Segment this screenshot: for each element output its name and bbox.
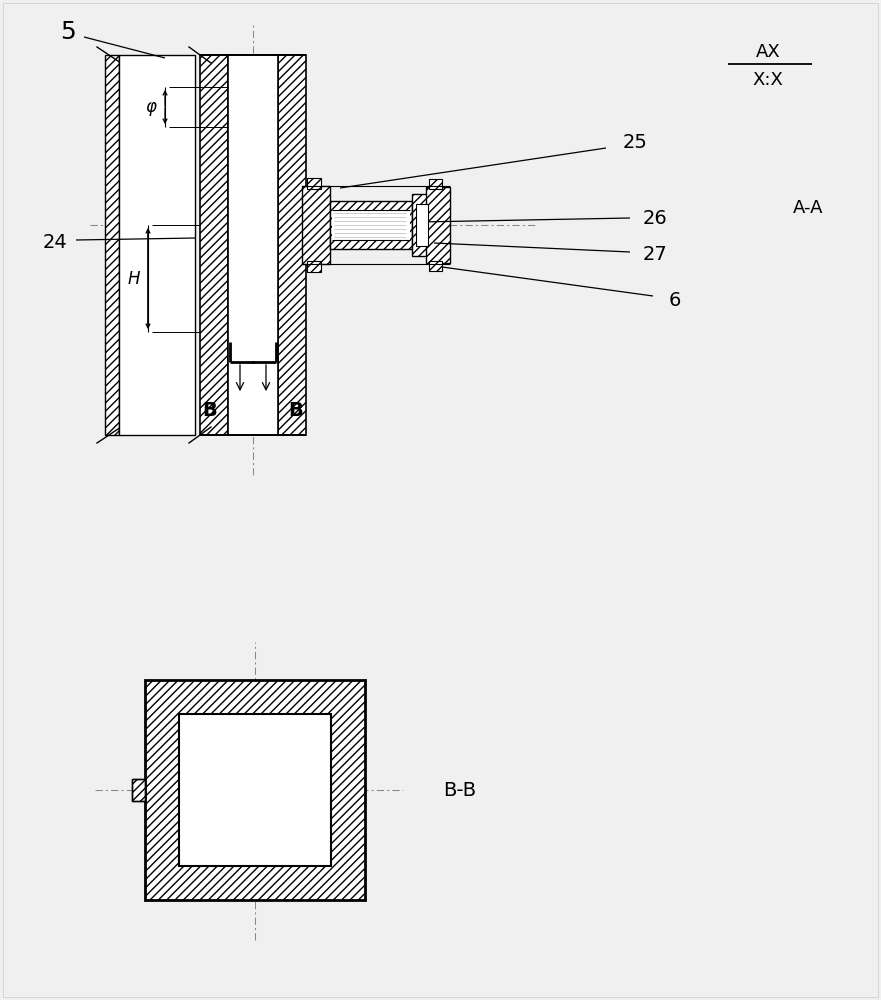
Bar (228, 55, 278, 435)
Text: φ: φ (145, 98, 157, 116)
Bar (307, 261, 321, 272)
Bar (179, 714, 331, 866)
Bar (105, 55, 119, 435)
Text: H: H (128, 269, 140, 288)
Text: 27: 27 (642, 244, 668, 263)
Bar (330, 201, 412, 249)
Bar (132, 779, 145, 801)
Bar (416, 204, 428, 246)
Bar (145, 680, 365, 900)
Bar (412, 194, 432, 256)
Text: 25: 25 (623, 132, 648, 151)
Bar (278, 55, 306, 435)
Text: AX: AX (756, 43, 781, 61)
Text: B: B (289, 400, 303, 420)
Text: A-A: A-A (793, 199, 823, 217)
Bar (332, 210, 410, 240)
Bar (429, 261, 442, 271)
Text: X:X: X:X (752, 71, 783, 89)
Bar (429, 179, 442, 189)
Text: 5: 5 (60, 20, 76, 44)
Bar (302, 186, 330, 264)
Text: 26: 26 (642, 209, 668, 228)
Text: B-B: B-B (443, 780, 477, 800)
Bar (307, 178, 321, 189)
Text: 6: 6 (669, 290, 681, 310)
Bar (200, 55, 228, 435)
Bar (132, 779, 145, 801)
Text: B: B (203, 400, 218, 420)
Bar (119, 55, 195, 435)
Text: 24: 24 (42, 232, 67, 251)
Bar (426, 187, 450, 263)
